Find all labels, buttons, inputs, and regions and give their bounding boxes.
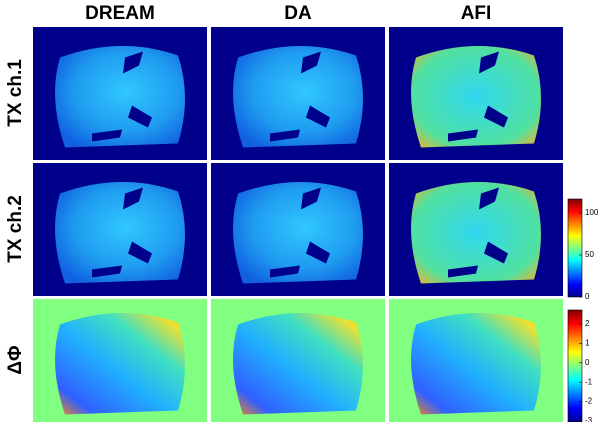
colorbar-tick-label: 1	[585, 339, 590, 348]
figure: DREAM DA AFI TX ch.1 TX ch.2 ΔΦ 100 50 0 2 1 0 -1 -2 -…	[0, 0, 598, 422]
row-label: ΔΦ	[5, 345, 26, 375]
colorbar-tick-label: 100	[585, 208, 598, 217]
colorbar-tick-label: 0	[585, 358, 590, 367]
column-header: DREAM	[85, 3, 155, 24]
tissue-map	[55, 313, 185, 415]
colorbar-tick-label: -3	[585, 416, 593, 422]
colorbar	[568, 199, 582, 297]
colorbar-tick-label: 50	[585, 250, 594, 259]
panels	[33, 27, 563, 422]
colorbar-tick-label: 0	[585, 292, 590, 301]
tissue-map	[233, 313, 363, 415]
colorbar-tick-label: -2	[585, 397, 593, 406]
tissue-map	[411, 313, 541, 415]
colorbar-tick-label: 2	[585, 319, 590, 328]
row-label: TX ch.1	[5, 59, 26, 127]
column-header: DA	[284, 3, 312, 24]
colorbar	[568, 310, 582, 422]
colorbar-tick-label: -1	[585, 377, 593, 386]
column-header: AFI	[461, 3, 492, 24]
row-label: TX ch.2	[5, 195, 26, 263]
